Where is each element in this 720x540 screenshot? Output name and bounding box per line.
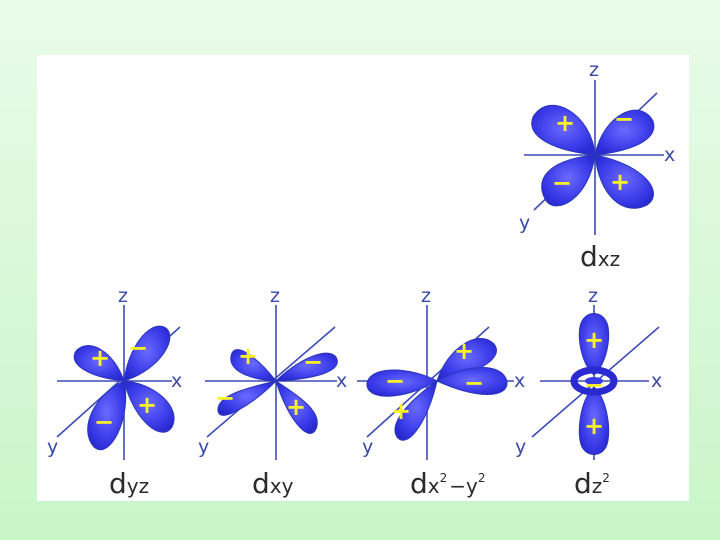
orbital-dxz: + − − + z x y dxz: [519, 59, 675, 273]
dxz-lobe: [531, 105, 596, 156]
dyz-sign: −: [94, 408, 114, 436]
dz2-sign: +: [584, 326, 604, 354]
orbital-dyz: + − − + z x y dyz: [47, 285, 182, 500]
dyz-lobe: [123, 325, 171, 382]
dz2-x-label: x: [651, 370, 662, 392]
dxy-lobe: [217, 380, 278, 416]
dxz-sign: −: [614, 105, 634, 133]
dyz-lobe: [87, 380, 127, 450]
dxy-sign: +: [238, 342, 258, 370]
dxy-y-label: y: [198, 436, 209, 458]
dx2y2-sign: −: [385, 367, 405, 395]
orbital-dz2: + − + z x y dz2: [515, 285, 662, 500]
dz2-z-label: z: [588, 285, 598, 307]
dx2y2-z-label: z: [421, 285, 431, 307]
dxy-sign: −: [303, 348, 323, 376]
dz2-sign: −: [584, 371, 604, 399]
dxz-caption: dxz: [580, 240, 620, 273]
dx2y2-lobe: [394, 379, 438, 441]
orbital-dx2-y2: + − − + z x y dx2 −y2: [357, 285, 525, 500]
orbital-dxy: + − − + z x y dxy: [198, 285, 347, 500]
dxy-caption: dxy: [252, 467, 294, 500]
dxy-sign: −: [215, 384, 235, 412]
dxz-sign: +: [610, 168, 630, 196]
dyz-sign: +: [137, 391, 157, 419]
dxy-lobe: [230, 349, 278, 382]
dyz-x-label: x: [171, 370, 182, 392]
dx2y2-sign: +: [391, 397, 411, 425]
dxy-x-label: x: [336, 370, 347, 392]
dxy-lobe: [274, 352, 338, 382]
dyz-lobe: [73, 345, 125, 382]
dxz-lobe: [541, 154, 596, 207]
d-orbitals-svg: + − − + z x y dxz + − − + z x y dyz: [47, 59, 675, 500]
dx2y2-lobe: [435, 367, 508, 395]
dxz-sign: −: [552, 169, 572, 197]
dxy-lobe: [275, 379, 318, 434]
dx2y2-sign: −: [464, 369, 484, 397]
dxz-sign: +: [555, 109, 575, 137]
dxy-sign: +: [286, 393, 306, 421]
dyz-y-label: y: [47, 436, 58, 458]
dx2y2-caption: dx2 −y2: [410, 467, 486, 500]
dxz-lobe: [594, 109, 655, 156]
dz2-upper-lobe: [578, 313, 610, 376]
dxz-z-label: z: [589, 59, 599, 81]
dz2-torus: [570, 366, 618, 396]
dyz-lobe: [123, 380, 175, 433]
dx2y2-lobe: [366, 369, 439, 397]
dz2-caption: dz2: [574, 467, 610, 500]
dyz-caption: dyz: [109, 467, 149, 500]
dz2-sign: +: [584, 412, 604, 440]
dxy-z-label: z: [270, 285, 280, 307]
dxz-y-label: y: [519, 212, 530, 234]
dyz-z-label: z: [118, 285, 128, 307]
dx2y2-x-label: x: [514, 370, 525, 392]
dyz-sign: +: [90, 344, 110, 372]
dz2-y-label: y: [515, 436, 526, 458]
dz2-torus-core: [585, 377, 603, 385]
dyz-sign: −: [128, 334, 148, 362]
dxz-lobe: [594, 154, 654, 209]
dz2-lower-lobe: [578, 386, 610, 455]
dx2y2-sign: +: [454, 337, 474, 365]
dx2y2-y-label: y: [362, 436, 373, 458]
orbital-diagram-panel: + − − + z x y dxz + − − + z x y dyz: [37, 55, 689, 501]
dxz-x-label: x: [664, 144, 675, 166]
